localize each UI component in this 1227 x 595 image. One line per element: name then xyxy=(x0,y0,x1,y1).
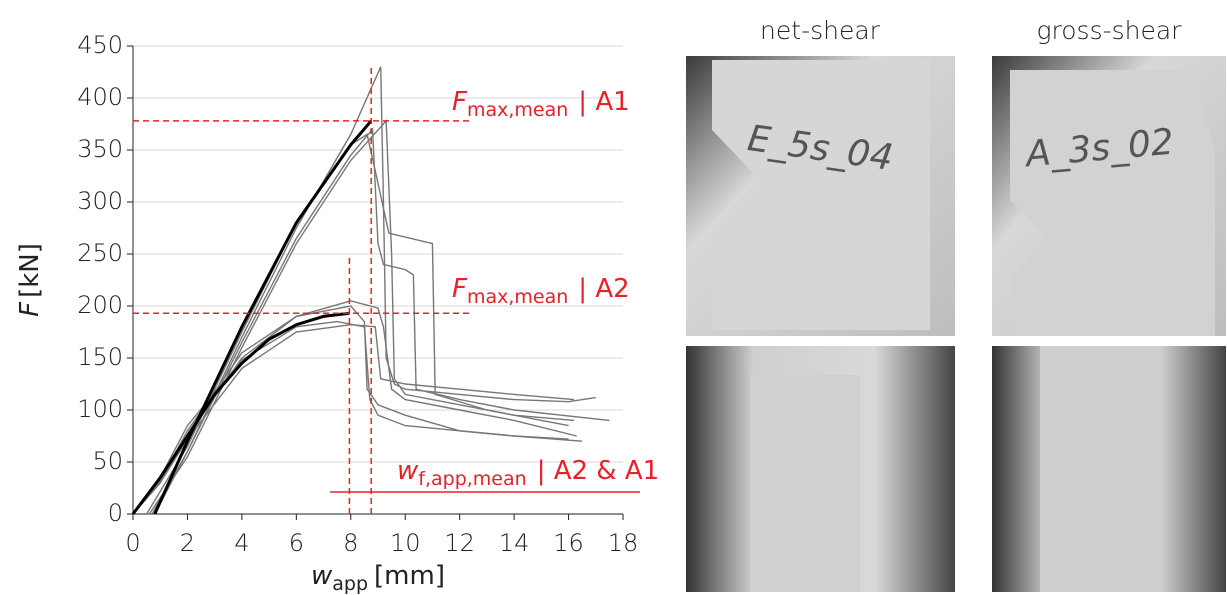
photos: net-shear gross-shear E_5s_04 A_3s_02 xyxy=(686,16,1226,592)
annotation-subscript: max,mean xyxy=(467,99,568,121)
x-axis-symbol: w xyxy=(311,561,333,591)
annotation-symbol: w xyxy=(397,456,419,486)
x-tick-label: 8 xyxy=(343,529,358,557)
specimen xyxy=(1010,70,1215,336)
y-tick-label: 300 xyxy=(77,187,123,215)
annotation: wf,app,mean | A2 & A1 xyxy=(397,456,659,490)
annotation-subscript: f,app,mean xyxy=(418,468,526,490)
annotation-suffix: | A2 xyxy=(578,274,629,304)
specimen xyxy=(1040,346,1160,592)
data-line xyxy=(132,320,569,515)
specimen xyxy=(750,375,860,592)
x-tick-label: 18 xyxy=(608,529,639,557)
x-tick-label: 2 xyxy=(180,529,195,557)
x-axis-unit: [mm] xyxy=(374,561,445,591)
x-tick-label: 14 xyxy=(499,529,530,557)
x-tick-label: 4 xyxy=(234,529,249,557)
y-tick-label: 450 xyxy=(77,31,123,59)
data-line xyxy=(154,127,610,515)
y-tick-label: 100 xyxy=(77,395,123,423)
annotation-symbol: F xyxy=(452,87,468,117)
x-axis-label: wapp [mm] xyxy=(311,561,445,595)
x-tick-label: 6 xyxy=(289,529,304,557)
annotation-suffix: | A1 xyxy=(578,87,629,117)
y-axis-unit: [kN] xyxy=(15,243,45,298)
photo-heading: gross-shear xyxy=(1037,16,1183,45)
y-tick-label: 0 xyxy=(108,499,123,527)
data-line xyxy=(131,311,350,515)
annotation: Fmax,mean | A1 xyxy=(452,87,630,121)
x-tick-label: 16 xyxy=(553,529,584,557)
data-line xyxy=(146,133,569,515)
y-tick-label: 350 xyxy=(77,135,123,163)
annotation-suffix: | A2 & A1 xyxy=(537,456,659,486)
y-tick-label: 400 xyxy=(77,83,123,111)
y-tick-label: 200 xyxy=(77,291,123,319)
y-axis-symbol: F xyxy=(15,301,45,317)
y-tick-label: 150 xyxy=(77,343,123,371)
annotation-symbol: F xyxy=(452,274,468,304)
photo-heading: net-shear xyxy=(760,16,881,45)
annotation-subscript: max,mean xyxy=(467,286,568,308)
specimen xyxy=(712,60,930,330)
x-tick-label: 0 xyxy=(125,529,140,557)
data-line xyxy=(132,324,575,515)
y-axis-label: F [kN] xyxy=(15,243,45,317)
data-line xyxy=(151,66,596,515)
x-tick-label: 12 xyxy=(444,529,475,557)
annotation: Fmax,mean | A2 xyxy=(452,274,630,308)
y-tick-label: 50 xyxy=(92,447,123,475)
data-line xyxy=(153,119,373,515)
chart: 0 50 100 150 200 250 300 350 400 450 0 2 4 6 8 10 12 14 16… xyxy=(15,31,660,595)
x-axis-subscript: app xyxy=(332,573,368,595)
y-tick-label: 250 xyxy=(77,239,123,267)
x-tick-label: 10 xyxy=(390,529,421,557)
